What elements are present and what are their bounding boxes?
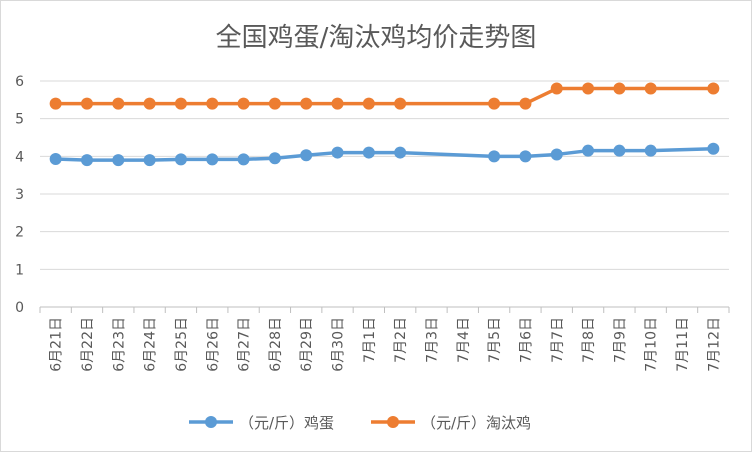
y-axis-ticks: 0 1 2 3 4 5 6 [15, 74, 24, 316]
data-point [331, 146, 344, 159]
x-tick-label: 6月28日 [268, 317, 284, 372]
data-point [80, 97, 93, 110]
legend-marker [205, 416, 217, 428]
data-point [550, 82, 563, 95]
data-point [206, 97, 219, 110]
data-point [394, 146, 407, 159]
data-point [112, 154, 125, 167]
data-point [49, 97, 62, 110]
x-tick-label: 7月1日 [362, 317, 378, 363]
data-point [519, 97, 532, 110]
x-tick-label: 6月30日 [331, 317, 347, 372]
legend-marker [387, 416, 399, 428]
data-point [268, 152, 281, 165]
y-tick-label: 2 [15, 225, 24, 241]
data-point [582, 82, 595, 95]
data-point [300, 97, 313, 110]
chart-title: 全国鸡蛋/淘汰鸡均价走势图 [216, 23, 537, 53]
data-point [394, 97, 407, 110]
data-point [644, 144, 657, 157]
data-point [707, 82, 720, 95]
data-point [613, 82, 626, 95]
data-point [143, 154, 156, 167]
x-tick-label: 7月4日 [456, 317, 472, 363]
data-point [488, 150, 501, 163]
data-point [112, 97, 125, 110]
data-point [550, 148, 563, 161]
x-tick-label: 7月10日 [644, 317, 660, 372]
x-tick-label: 6月26日 [205, 317, 221, 372]
gridlines [40, 80, 729, 308]
x-tick-label: 7月5日 [487, 317, 503, 363]
data-point [362, 97, 375, 110]
y-tick-label: 0 [15, 300, 24, 316]
y-tick-label: 1 [15, 262, 24, 278]
data-point [613, 144, 626, 157]
x-tick-label: 6月21日 [49, 317, 65, 372]
data-point [174, 97, 187, 110]
data-point [206, 153, 219, 166]
legend-label: （元/斤）淘汰鸡 [421, 414, 531, 432]
data-point [488, 97, 501, 110]
x-tick-label: 7月9日 [612, 317, 628, 363]
legend: （元/斤）鸡蛋 （元/斤）淘汰鸡 [189, 414, 531, 432]
x-tick-label: 7月7日 [550, 317, 566, 363]
data-point [143, 97, 156, 110]
y-tick-label: 5 [15, 112, 24, 128]
data-point [707, 142, 720, 155]
x-tick-label: 7月12日 [706, 317, 722, 372]
legend-item-1: （元/斤）鸡蛋 [189, 414, 334, 432]
x-axis-ticks: 6月21日 6月22日 6月23日 6月24日 6月25日 6月26日 6月27日 6月28日… [39, 307, 730, 372]
x-tick-label: 7月11日 [675, 317, 691, 372]
series-1 [49, 142, 720, 167]
legend-item-2: （元/斤）淘汰鸡 [371, 414, 531, 432]
data-point [80, 154, 93, 167]
legend-label: （元/斤）鸡蛋 [239, 414, 334, 432]
x-tick-label: 6月27日 [237, 317, 253, 372]
x-tick-label: 6月25日 [174, 317, 190, 372]
data-point [268, 97, 281, 110]
x-tick-label: 7月8日 [581, 317, 597, 363]
data-point [174, 153, 187, 166]
y-tick-label: 4 [15, 149, 24, 165]
data-point [49, 152, 62, 165]
x-tick-label: 6月22日 [80, 317, 96, 372]
x-tick-label: 7月6日 [518, 317, 534, 363]
data-point [331, 97, 344, 110]
x-tick-label: 7月2日 [393, 317, 409, 363]
x-tick-label: 6月29日 [299, 317, 315, 372]
data-point [519, 150, 532, 163]
data-point [300, 149, 313, 162]
y-tick-label: 3 [15, 187, 24, 203]
series-2 [49, 82, 720, 110]
y-tick-label: 6 [15, 74, 24, 90]
data-point [237, 97, 250, 110]
data-point [644, 82, 657, 95]
data-point [237, 153, 250, 166]
x-tick-label: 6月24日 [143, 317, 159, 372]
x-tick-label: 7月3日 [424, 317, 440, 363]
data-point [582, 144, 595, 157]
x-tick-label: 6月23日 [111, 317, 127, 372]
data-point [362, 146, 375, 159]
series-lines [49, 82, 720, 167]
